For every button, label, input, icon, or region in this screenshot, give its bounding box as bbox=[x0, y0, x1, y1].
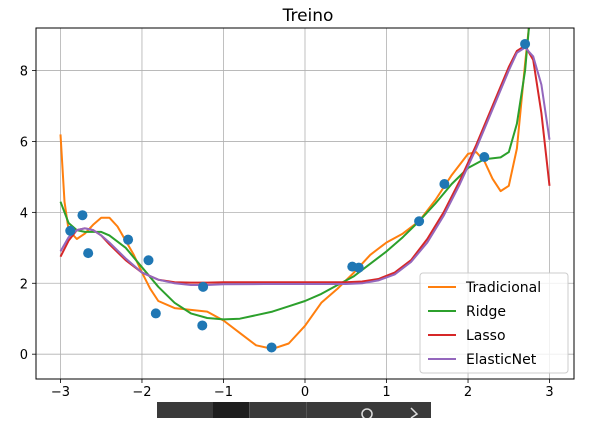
data-point bbox=[266, 342, 277, 353]
chart: Treino −3 −2 −1 0 1 2 3 0 2 4 6 8 Tradicional Ridge… bbox=[20, 6, 575, 400]
toolbar-button-home[interactable] bbox=[157, 402, 213, 418]
x-tick-label: 1 bbox=[382, 385, 390, 400]
plot-toolbar bbox=[157, 402, 431, 420]
legend-label: Lasso bbox=[466, 328, 506, 344]
data-point bbox=[123, 234, 134, 245]
scatter-points bbox=[65, 38, 531, 353]
toolbar-button-back[interactable] bbox=[213, 402, 249, 418]
y-axis: 0 2 4 6 8 bbox=[20, 65, 36, 363]
series-line-elasticnet bbox=[59, 46, 551, 286]
data-point bbox=[198, 281, 209, 292]
data-point bbox=[479, 152, 490, 163]
data-point bbox=[150, 308, 161, 319]
right-arrow-icon[interactable] bbox=[405, 402, 425, 419]
data-point bbox=[197, 320, 208, 331]
data-point bbox=[353, 262, 364, 273]
data-point bbox=[83, 248, 94, 259]
x-axis: −3 −2 −1 0 1 2 3 bbox=[51, 379, 554, 400]
legend-box bbox=[419, 272, 569, 374]
x-tick-label: 3 bbox=[545, 385, 553, 400]
legend: Tradicional Ridge Lasso ElasticNet bbox=[419, 272, 569, 374]
x-tick-label: 2 bbox=[464, 385, 472, 400]
data-point bbox=[77, 210, 88, 221]
chart-title: Treino bbox=[282, 6, 334, 26]
data-point bbox=[520, 38, 531, 49]
x-tick-label: −3 bbox=[51, 385, 70, 400]
y-tick-label: 8 bbox=[20, 65, 28, 80]
y-tick-label: 0 bbox=[20, 348, 28, 363]
x-tick-label: −2 bbox=[132, 385, 151, 400]
legend-label: Tradicional bbox=[465, 280, 541, 296]
series-line-ridge bbox=[59, 28, 530, 321]
y-tick-label: 6 bbox=[20, 135, 28, 150]
legend-label: ElasticNet bbox=[466, 352, 537, 368]
toolbar-button-forward[interactable] bbox=[250, 402, 306, 418]
x-tick-label: −1 bbox=[214, 385, 233, 400]
legend-label: Ridge bbox=[466, 304, 506, 320]
data-point bbox=[414, 216, 425, 227]
data-point bbox=[143, 255, 154, 266]
data-point bbox=[439, 179, 450, 189]
y-tick-label: 4 bbox=[20, 206, 28, 221]
y-tick-label: 2 bbox=[20, 277, 28, 292]
data-point bbox=[65, 225, 76, 236]
x-tick-label: 0 bbox=[301, 385, 309, 400]
